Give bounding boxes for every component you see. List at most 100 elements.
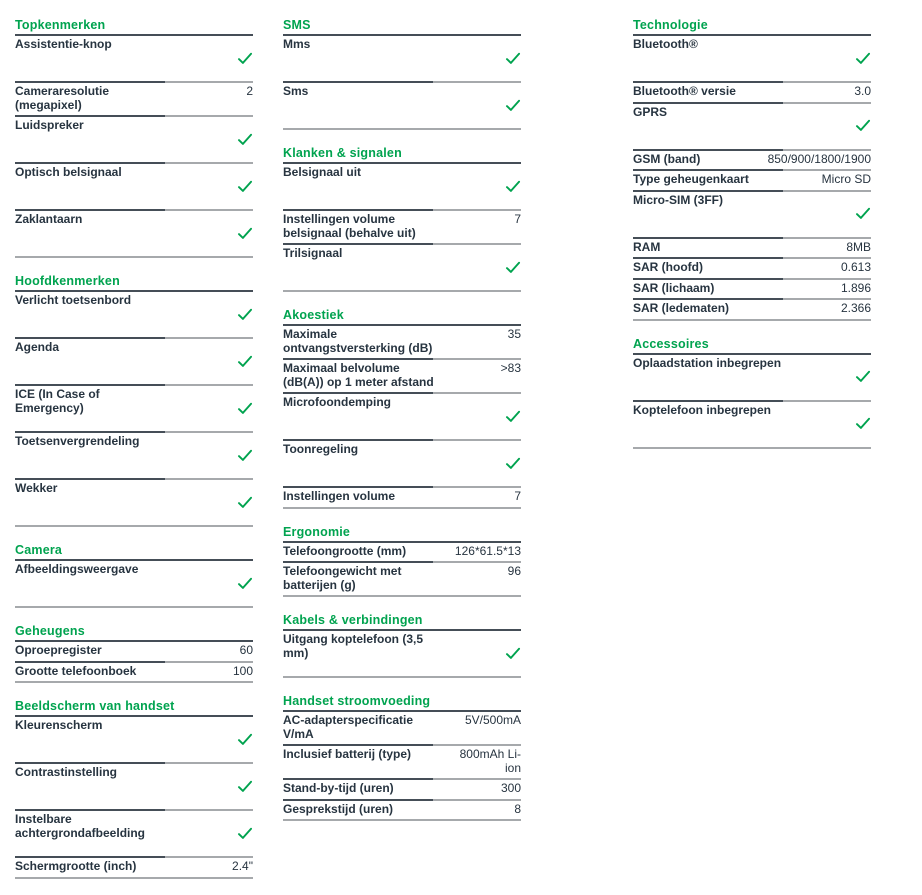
spec-value: 800mAh Li- ion [459, 747, 521, 775]
spec-row: Instellingen volume belsignaal (behalve … [283, 211, 522, 245]
spec-row: Inclusief batterij (type) 800mAh Li- ion [283, 746, 522, 780]
spec-label: Sms [283, 84, 309, 98]
check-icon [855, 207, 871, 219]
spec-value-check [233, 166, 253, 206]
spec-label: Trilsignaal [283, 246, 343, 260]
section-title: Beeldscherm van handset [15, 699, 253, 717]
spec-row: Micro-SIM (3FF) [633, 192, 872, 239]
section-title: Hoofdkenmerken [15, 274, 253, 292]
spec-label: Instelbare achtergrondafbeelding [15, 812, 146, 840]
spec-section: Camera Afbeeldingsweergave [15, 543, 254, 608]
spec-row: Telefoongewicht met batterijen (g) 96 [283, 563, 522, 597]
spec-value-check [851, 357, 871, 397]
check-icon [855, 417, 871, 429]
check-icon [855, 52, 871, 64]
spec-value-check [233, 341, 253, 381]
spec-row: SAR (ledematen) 2.366 [633, 300, 872, 320]
section-title: Klanken & signalen [283, 146, 521, 164]
check-icon [237, 780, 253, 792]
spec-value: 300 [500, 781, 521, 795]
section-title: Topkenmerken [15, 18, 253, 36]
spec-column: SMS Mms Sms Klanken & signalen Belsignaa… [283, 18, 522, 837]
spec-row: GPRS [633, 104, 872, 151]
section-title: SMS [283, 18, 521, 36]
spec-label: SAR (hoofd) [633, 260, 703, 274]
check-icon [855, 370, 871, 382]
spec-label: Telefoongrootte (mm) [283, 543, 407, 558]
spec-label: Belsignaal uit [283, 165, 362, 179]
check-icon [237, 52, 253, 64]
spec-row: Telefoongrootte (mm) 126*61.5*13 [283, 543, 522, 563]
spec-value-check [501, 247, 521, 287]
spec-value: 850/900/1800/1900 [767, 151, 871, 166]
spec-label: Assistentie-knop [15, 37, 112, 51]
spec-section: Geheugens Oproepregister 60 Grootte tele… [15, 624, 254, 683]
spec-row: Verlicht toetsenbord [15, 292, 254, 339]
spec-label: Maximale ontvangstversterking (dB) [283, 327, 433, 355]
spec-row: Trilsignaal [283, 245, 522, 292]
spec-value-check [233, 213, 253, 253]
spec-section: Akoestiek Maximale ontvangstversterking … [283, 308, 522, 508]
check-icon [237, 355, 253, 367]
spec-row: Optisch belsignaal [15, 164, 254, 211]
spec-value: 100 [232, 663, 253, 678]
spec-row: Maximaal belvolume (dB(A)) op 1 meter af… [283, 360, 522, 394]
check-icon [505, 52, 521, 64]
spec-label: SAR (lichaam) [633, 280, 715, 295]
section-title: Ergonomie [283, 525, 521, 543]
spec-row: Schermgrootte (inch) 2.4" [15, 858, 254, 878]
spec-row: Sms [283, 83, 522, 130]
spec-section: Beeldscherm van handset Kleurenscherm Co… [15, 699, 254, 878]
check-icon [237, 496, 253, 508]
check-icon [505, 647, 521, 659]
spec-section: Hoofdkenmerken Verlicht toetsenbord Agen… [15, 274, 254, 527]
spec-row: Bluetooth® versie 3.0 [633, 83, 872, 103]
check-icon [505, 261, 521, 273]
spec-label: Verlicht toetsenbord [15, 293, 132, 307]
spec-label: Oplaadstation inbegrepen [633, 355, 782, 370]
spec-label: Zaklantaarn [15, 212, 83, 226]
check-icon [237, 133, 253, 145]
spec-label: Schermgrootte (inch) [15, 859, 137, 873]
spec-row: Instellingen volume 7 [283, 488, 522, 508]
spec-value-check [501, 396, 521, 436]
spec-row: Koptelefoon inbegrepen [633, 402, 872, 449]
spec-label: AC-adapterspecificatie V/mA [283, 713, 414, 741]
check-icon [237, 449, 253, 461]
check-icon [237, 402, 253, 414]
spec-value-check [501, 166, 521, 206]
spec-section: SMS Mms Sms [283, 18, 522, 130]
spec-value-check [851, 106, 871, 146]
spec-label: Wekker [15, 481, 58, 495]
check-icon [505, 410, 521, 422]
check-icon [505, 180, 521, 192]
spec-section: Technologie Bluetooth® Bluetooth® versie… [633, 18, 872, 320]
spec-row: Grootte telefoonboek 100 [15, 663, 254, 683]
spec-label: Agenda [15, 340, 60, 354]
spec-label: Inclusief batterij (type) [283, 747, 412, 761]
spec-value: >83 [500, 361, 521, 375]
spec-value: 7 [514, 489, 521, 503]
spec-row: Kleurenscherm [15, 717, 254, 764]
spec-value-check [233, 435, 253, 475]
spec-row: Wekker [15, 480, 254, 527]
spec-section: Topkenmerken Assistentie-knop Camerareso… [15, 18, 254, 258]
spec-row: Afbeeldingsweergave [15, 561, 254, 608]
check-icon [237, 827, 253, 839]
spec-row: Agenda [15, 339, 254, 386]
spec-column: Topkenmerken Assistentie-knop Camerareso… [15, 18, 254, 895]
spec-row: Maximale ontvangstversterking (dB) 35 [283, 326, 522, 360]
spec-column: Technologie Bluetooth® Bluetooth® versie… [633, 18, 872, 465]
spec-label: Uitgang koptelefoon (3,5 mm) [283, 632, 424, 660]
spec-label: Kleurenscherm [15, 718, 103, 732]
spec-value-check [233, 482, 253, 522]
check-icon [505, 457, 521, 469]
spec-value-check [851, 194, 871, 234]
spec-label: Koptelefoon inbegrepen [633, 402, 771, 417]
spec-row: Oproepregister 60 [15, 642, 254, 662]
spec-row: Mms [283, 36, 522, 83]
spec-value: 3.0 [854, 84, 871, 98]
spec-row: SAR (lichaam) 1.896 [633, 280, 872, 300]
spec-row: Stand-by-tijd (uren) 300 [283, 780, 522, 800]
spec-label: Telefoongewicht met batterijen (g) [283, 564, 402, 592]
